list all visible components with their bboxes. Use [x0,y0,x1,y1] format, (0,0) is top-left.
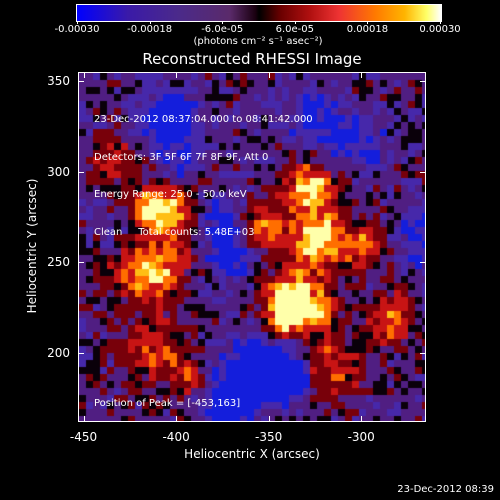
x-tick-label: -450 [69,430,98,444]
colorbar-tick-mark [77,21,78,24]
x-tick-mark [83,416,85,422]
y-tick-label: 300 [47,164,70,179]
y-tick-mark [78,171,84,173]
y-tick-label: 350 [47,74,70,89]
y-tick-mark [420,353,426,355]
observation-info: 23-Dec-2012 08:37:04.000 to 08:41:42.000… [94,89,313,252]
info-time-range: 23-Dec-2012 08:37:04.000 to 08:41:42.000 [94,114,313,125]
colorbar-tick-label: 0.00018 [346,24,389,35]
info-detectors: Detectors: 3F 5F 6F 7F 8F 9F, Att 0 [94,151,269,163]
y-axis-label: Heliocentric Y (arcsec) [25,178,39,314]
x-tick-label: -350 [255,430,283,444]
colorbar-tick-label: 0.00030 [419,24,461,35]
rhessi-image-plot [78,72,426,422]
x-axis-label: Heliocentric X (arcsec) [184,447,320,461]
colorbar-tick-label: -0.00018 [127,24,173,35]
colorbar-tick-label: -0.00030 [54,24,100,35]
x-tick-mark [268,72,270,78]
x-tick-mark [176,72,178,78]
x-tick-mark [176,416,178,422]
colorbar-tick-mark [440,21,441,24]
info-energy-range: Energy Range: 25.0 - 50.0 keV [94,189,247,200]
colorbar [76,4,442,22]
x-tick-label: -300 [347,430,375,444]
x-tick-mark [268,416,270,422]
colorbar-tick-label: -6.0e-05 [201,24,244,35]
y-tick-label: 200 [47,346,70,361]
x-tick-mark [361,416,363,422]
colorbar-tick-label: 6.0e-05 [275,24,314,35]
flux-map-canvas [79,73,425,421]
x-tick-label: -400 [162,430,190,444]
colorbar-tick-mark [149,21,151,24]
colorbar-units: (photons cm⁻² s⁻¹ asec⁻²) [193,36,323,47]
y-tick-mark [78,262,84,264]
peak-position: Position of Peak = [-453,163] [94,398,241,409]
footer-timestamp: 23-Dec-2012 08:39 [397,484,494,495]
y-tick-label: 250 [47,255,70,270]
y-tick-mark [420,171,426,173]
y-tick-mark [420,262,426,264]
y-tick-mark [78,353,84,355]
x-tick-mark [83,72,85,78]
colorbar-tick-mark [294,21,296,24]
y-tick-mark [420,81,426,83]
info-clean-counts: Clean Total counts: 5.48E+03 [94,226,255,238]
colorbar-tick-mark [222,21,224,24]
colorbar-tick-mark [367,21,369,24]
image-title: Reconstructed RHESSI Image [142,50,362,68]
x-tick-mark [361,72,363,78]
y-tick-mark [78,81,84,83]
